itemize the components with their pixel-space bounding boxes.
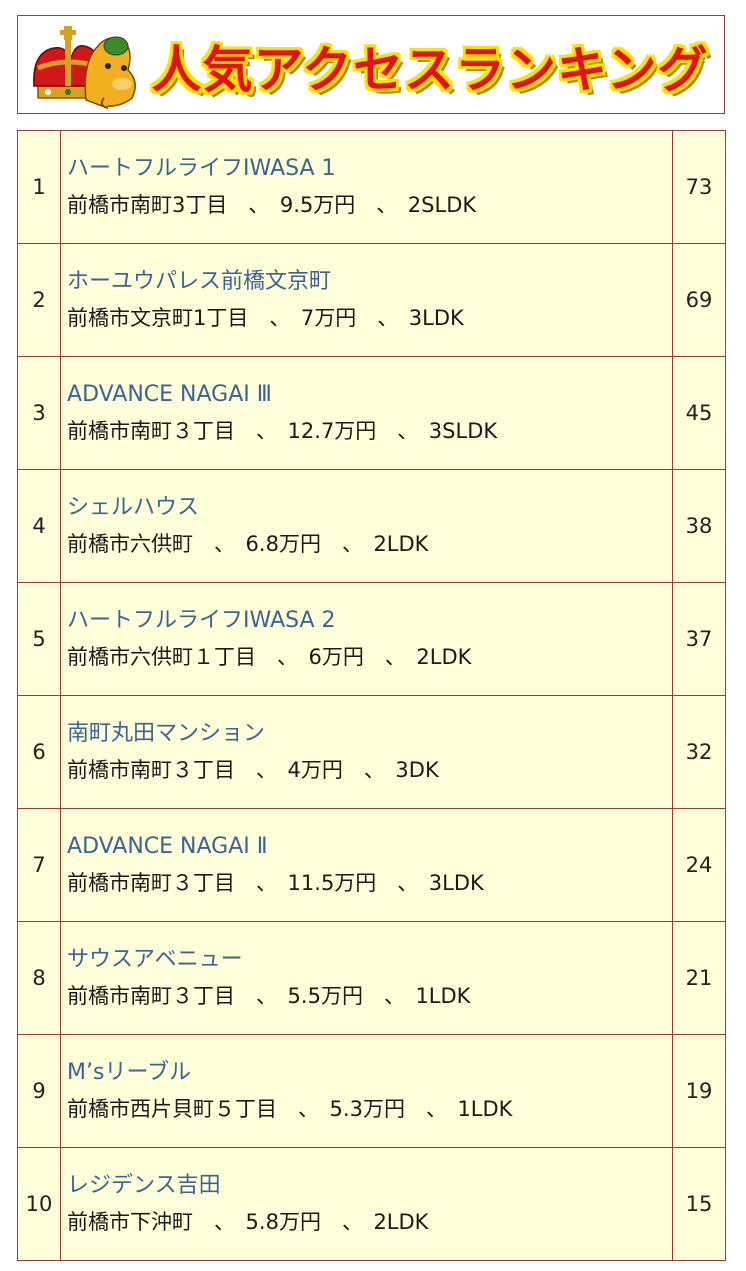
- property-detail: 前橋市西片貝町５丁目 、 5.3万円 、 1LDK: [67, 1097, 513, 1121]
- crown-mascot-icon: [33, 26, 136, 109]
- access-count: 45: [671, 356, 727, 470]
- table-row: 9 M’sリーブル 前橋市西片貝町５丁目 、 5.3万円 、 1LDK 19: [16, 1034, 727, 1148]
- access-count: 32: [671, 695, 727, 809]
- property-name-link[interactable]: レジデンス吉田: [67, 1173, 221, 1198]
- property-detail: 前橋市南町３丁目 、 5.5万円 、 1LDK: [67, 984, 471, 1008]
- property-detail: 前橋市南町３丁目 、 4万円 、 3DK: [67, 758, 439, 782]
- property-info: ホーユウパレス前橋文京町 前橋市文京町1丁目 、 7万円 、 3LDK: [60, 243, 673, 357]
- table-row: 6 南町丸田マンション 前橋市南町３丁目 、 4万円 、 3DK 32: [16, 695, 727, 809]
- access-count: 37: [671, 582, 727, 696]
- property-detail: 前橋市南町３丁目 、 12.7万円 、 3SLDK: [67, 419, 498, 443]
- ranking-header: 人気アクセスランキング: [17, 15, 725, 114]
- property-detail: 前橋市下沖町 、 5.8万円 、 2LDK: [67, 1210, 429, 1234]
- table-row: 1 ハートフルライフIWASA 1 前橋市南町3丁目 、 9.5万円 、 2SL…: [16, 130, 727, 244]
- property-name-link[interactable]: ADVANCE NAGAI Ⅱ: [67, 834, 268, 859]
- access-count: 73: [671, 130, 727, 244]
- property-info: M’sリーブル 前橋市西片貝町５丁目 、 5.3万円 、 1LDK: [60, 1034, 673, 1148]
- table-row: 7 ADVANCE NAGAI Ⅱ 前橋市南町３丁目 、 11.5万円 、 3L…: [16, 808, 727, 922]
- access-count: 24: [671, 808, 727, 922]
- rank-number: 2: [16, 243, 62, 357]
- property-info: シェルハウス 前橋市六供町 、 6.8万円 、 2LDK: [60, 469, 673, 583]
- property-name-link[interactable]: ハートフルライフIWASA 1: [67, 156, 336, 181]
- property-info: ADVANCE NAGAI Ⅲ 前橋市南町３丁目 、 12.7万円 、 3SLD…: [60, 356, 673, 470]
- property-name-link[interactable]: ハートフルライフIWASA 2: [67, 608, 336, 633]
- property-detail: 前橋市文京町1丁目 、 7万円 、 3LDK: [67, 306, 464, 330]
- property-name-link[interactable]: M’sリーブル: [67, 1060, 192, 1085]
- property-name-link[interactable]: 南町丸田マンション: [67, 721, 266, 746]
- access-count: 19: [671, 1034, 727, 1148]
- property-detail: 前橋市南町3丁目 、 9.5万円 、 2SLDK: [67, 193, 477, 217]
- property-detail: 前橋市六供町 、 6.8万円 、 2LDK: [67, 532, 429, 556]
- table-row: 2 ホーユウパレス前橋文京町 前橋市文京町1丁目 、 7万円 、 3LDK 69: [16, 243, 727, 357]
- property-info: レジデンス吉田 前橋市下沖町 、 5.8万円 、 2LDK: [60, 1147, 673, 1261]
- property-info: 南町丸田マンション 前橋市南町３丁目 、 4万円 、 3DK: [60, 695, 673, 809]
- property-name-link[interactable]: ADVANCE NAGAI Ⅲ: [67, 382, 272, 407]
- property-info: サウスアベニュー 前橋市南町３丁目 、 5.5万円 、 1LDK: [60, 921, 673, 1035]
- table-row: 5 ハートフルライフIWASA 2 前橋市六供町１丁目 、 6万円 、 2LDK…: [16, 582, 727, 696]
- rank-number: 10: [16, 1147, 62, 1261]
- property-detail: 前橋市南町３丁目 、 11.5万円 、 3LDK: [67, 871, 484, 895]
- property-info: ハートフルライフIWASA 2 前橋市六供町１丁目 、 6万円 、 2LDK: [60, 582, 673, 696]
- property-info: ADVANCE NAGAI Ⅱ 前橋市南町３丁目 、 11.5万円 、 3LDK: [60, 808, 673, 922]
- access-count: 15: [671, 1147, 727, 1261]
- page-title: 人気アクセスランキング: [151, 41, 709, 99]
- rank-number: 3: [16, 356, 62, 470]
- rank-number: 7: [16, 808, 62, 922]
- access-count: 38: [671, 469, 727, 583]
- table-row: 4 シェルハウス 前橋市六供町 、 6.8万円 、 2LDK 38: [16, 469, 727, 583]
- access-count: 69: [671, 243, 727, 357]
- access-count: 21: [671, 921, 727, 1035]
- table-row: 8 サウスアベニュー 前橋市南町３丁目 、 5.5万円 、 1LDK 21: [16, 921, 727, 1035]
- property-name-link[interactable]: シェルハウス: [67, 495, 200, 520]
- property-detail: 前橋市六供町１丁目 、 6万円 、 2LDK: [67, 645, 472, 669]
- table-row: 3 ADVANCE NAGAI Ⅲ 前橋市南町３丁目 、 12.7万円 、 3S…: [16, 356, 727, 470]
- property-info: ハートフルライフIWASA 1 前橋市南町3丁目 、 9.5万円 、 2SLDK: [60, 130, 673, 244]
- table-row: 10 レジデンス吉田 前橋市下沖町 、 5.8万円 、 2LDK 15: [16, 1147, 727, 1261]
- property-name-link[interactable]: ホーユウパレス前橋文京町: [67, 269, 332, 294]
- rank-number: 1: [16, 130, 62, 244]
- ranking-table: 1 ハートフルライフIWASA 1 前橋市南町3丁目 、 9.5万円 、 2SL…: [16, 130, 727, 1261]
- rank-number: 8: [16, 921, 62, 1035]
- rank-number: 6: [16, 695, 62, 809]
- property-name-link[interactable]: サウスアベニュー: [67, 947, 243, 972]
- rank-number: 9: [16, 1034, 62, 1148]
- rank-number: 4: [16, 469, 62, 583]
- rank-number: 5: [16, 582, 62, 696]
